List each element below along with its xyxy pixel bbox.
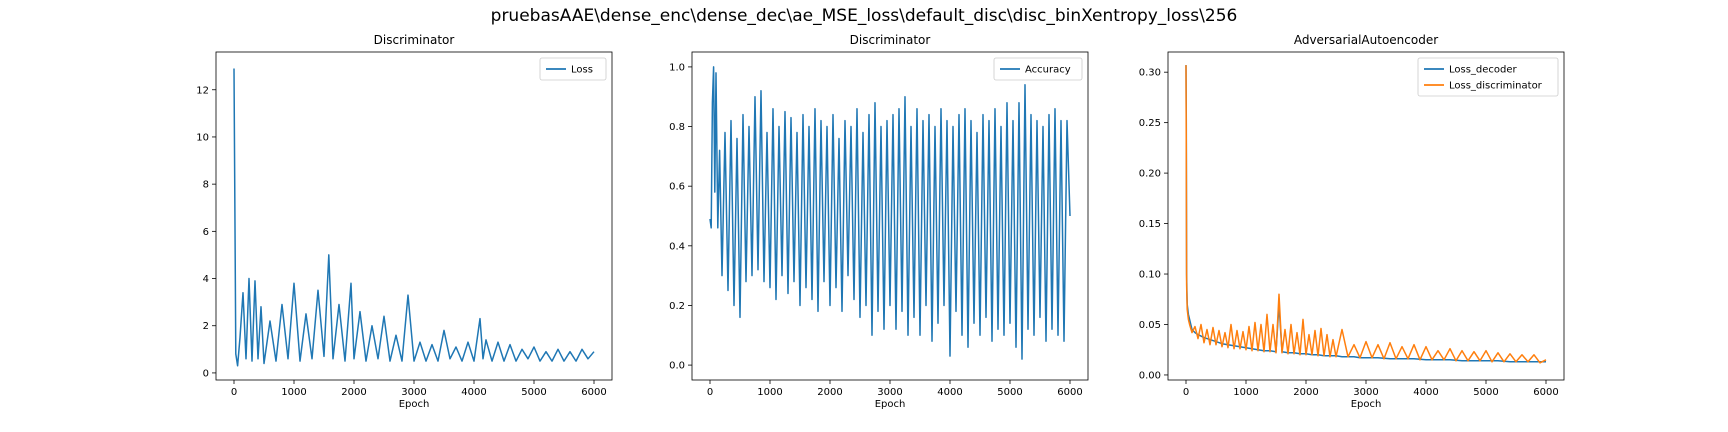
y-tick-label: 0.2: [669, 301, 685, 312]
y-tick-label: 0: [203, 368, 209, 379]
x-tick-label: 0: [231, 387, 237, 398]
series-line-accuracy: [709, 66, 1071, 360]
y-tick-label: 8: [203, 180, 209, 191]
plot-title: Discriminator: [374, 33, 455, 47]
legend-box: [539, 57, 607, 81]
x-tick-label: 2000: [1293, 387, 1318, 398]
x-tick-label: 2000: [817, 387, 842, 398]
y-tick-label: 0.6: [669, 182, 685, 193]
panel-adversarial-autoencoder: AdversarialAutoencoder 0 1000 2000 3000 4000 5…: [1139, 33, 1565, 410]
x-tick-label: 6000: [581, 387, 606, 398]
y-tick-label: 4: [203, 274, 209, 285]
y-tick-label: 0.00: [1139, 370, 1161, 381]
legend-label: Accuracy: [1025, 65, 1071, 76]
legend-label: Loss_decoder: [1449, 65, 1518, 76]
y-tick-label: 0.0: [669, 361, 685, 372]
legend: Loss_decoder Loss_discriminator: [1417, 57, 1559, 97]
y-tick-label: 0.8: [669, 122, 685, 133]
x-tick-label: 4000: [937, 387, 962, 398]
x-tick-label: 5000: [1473, 387, 1498, 398]
y-tick-label: 0.30: [1139, 68, 1161, 79]
x-tick-label: 6000: [1533, 387, 1558, 398]
y-tick-label: 6: [203, 227, 209, 238]
x-tick-label: 3000: [401, 387, 426, 398]
y-tick-label: 2: [203, 321, 209, 332]
y-tick-label: 12: [196, 85, 209, 96]
x-tick-label: 1000: [1233, 387, 1258, 398]
y-tick-label: 0.4: [669, 241, 685, 252]
x-tick-label: 2000: [341, 387, 366, 398]
y-tick-label: 0.25: [1139, 118, 1161, 129]
x-tick-label: 1000: [757, 387, 782, 398]
x-tick-label: 4000: [1413, 387, 1438, 398]
panel-discriminator-loss: Discriminator 0 1000 2000 3000 4000 5000 6000 0 2…: [196, 33, 613, 410]
x-axis-label: Epoch: [399, 399, 430, 410]
figure-title: pruebasAAE\dense_enc\dense_dec\ae_MSE_lo…: [491, 6, 1238, 26]
x-tick-label: 3000: [877, 387, 902, 398]
x-axis-label: Epoch: [875, 399, 906, 410]
plot-title: AdversarialAutoencoder: [1294, 33, 1438, 47]
series-line-loss: [233, 68, 595, 367]
series-line-loss-discriminator: [1185, 65, 1547, 364]
x-tick-label: 0: [1183, 387, 1189, 398]
y-tick-label: 0.05: [1139, 320, 1161, 331]
x-axis-label: Epoch: [1351, 399, 1382, 410]
x-tick-label: 5000: [521, 387, 546, 398]
legend-box: [1417, 57, 1559, 97]
x-tick-label: 4000: [461, 387, 486, 398]
legend: Loss: [539, 57, 607, 81]
y-tick-label: 1.0: [669, 62, 685, 73]
x-tick-label: 0: [707, 387, 713, 398]
y-tick-label: 10: [196, 132, 209, 143]
y-tick-label: 0.20: [1139, 169, 1161, 180]
legend-label: Loss_discriminator: [1449, 81, 1543, 92]
y-tick-label: 0.10: [1139, 270, 1161, 281]
plot-title: Discriminator: [850, 33, 931, 47]
panel-discriminator-accuracy: Discriminator 0 1000 2000 3000 4000 5000 6000 0.…: [669, 33, 1089, 410]
y-tick-label: 0.15: [1139, 219, 1161, 230]
x-tick-label: 3000: [1353, 387, 1378, 398]
legend-box: [993, 57, 1083, 81]
x-tick-label: 6000: [1057, 387, 1082, 398]
legend-label: Loss: [571, 65, 593, 76]
legend: Accuracy: [993, 57, 1083, 81]
x-tick-label: 5000: [997, 387, 1022, 398]
x-tick-label: 1000: [281, 387, 306, 398]
